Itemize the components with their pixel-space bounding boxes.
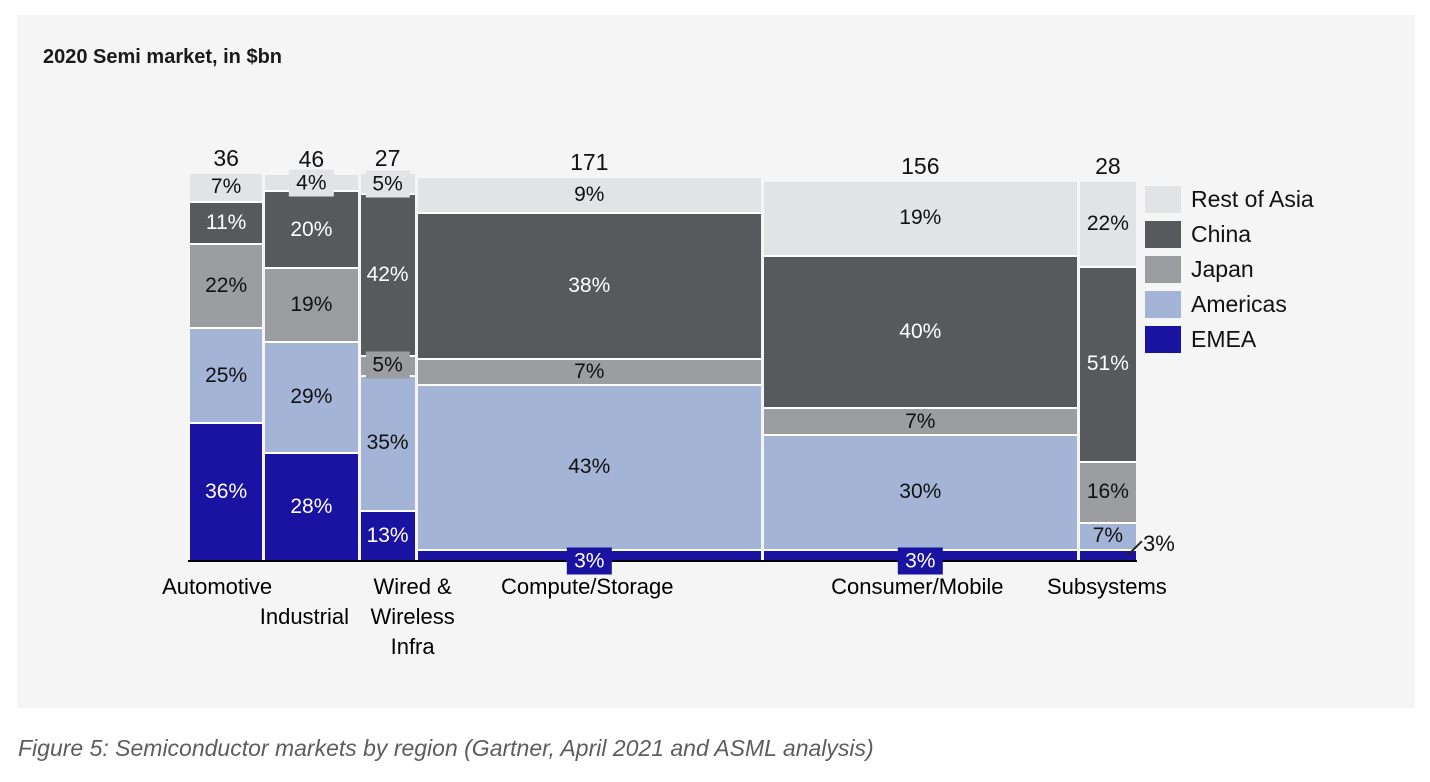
bar-segment: 19% [763, 182, 1077, 255]
legend-swatch [1145, 326, 1181, 353]
bar-segment: 7% [1079, 521, 1136, 549]
segment-percent-label: 22% [205, 273, 248, 297]
bar-column: 22% 51% 16% 7% [1079, 182, 1136, 560]
segment-percent-label: 36% [205, 480, 248, 504]
bar-segment: 7% [763, 407, 1077, 434]
segment-percent-label: 13% [366, 523, 409, 547]
legend-item: Rest of Asia [1145, 186, 1405, 213]
bar-column: 9% 38% 7% 43% 3% [417, 178, 761, 575]
category-label: Subsystems [1046, 574, 1167, 599]
bar-segment: 42% [360, 193, 415, 356]
bar-segment: 16% [1079, 460, 1136, 522]
chart-title: 2020 Semi market, in $bn [43, 46, 283, 68]
legend-item: Americas [1145, 291, 1405, 318]
segment-percent-label: 28% [290, 495, 333, 519]
segment-percent-label: 19% [290, 292, 333, 316]
segment-percent-label: 20% [290, 217, 333, 241]
bar-segment: 28% [265, 452, 358, 560]
x-axis-line [188, 560, 1137, 562]
segment-percent-label: 7% [210, 175, 242, 199]
category-label: Wireless [370, 604, 455, 629]
segment-percent-label: 7% [1092, 524, 1124, 548]
segment-percent-badge: 3% [567, 547, 612, 575]
segment-percent-badge: 3% [898, 547, 943, 575]
bar-segment: 40% [763, 254, 1077, 408]
column-total-label: 27 [374, 145, 401, 171]
bar-segment: 29% [265, 340, 358, 453]
bar-column: 7% 11% 22% 25% 36% [190, 174, 263, 560]
bar-column: 4% 20% 19% 29% 28% [265, 169, 358, 560]
column-total-label: 36 [213, 145, 239, 171]
legend-swatch [1145, 291, 1181, 318]
bar-segment: 20% [265, 190, 358, 268]
segment-percent-label: 16% [1086, 480, 1129, 504]
segment-percent-label: 9% [574, 183, 605, 207]
legend-label: Japan [1191, 256, 1254, 282]
segment-percent-badge: 5% [365, 351, 410, 379]
segment-percent-label: 25% [205, 363, 248, 387]
legend-item: EMEA [1145, 326, 1405, 353]
bar-segment: 30% [763, 433, 1077, 549]
segment-percent-label: 30% [899, 480, 942, 504]
segment-percent-label: 40% [899, 319, 942, 343]
segment-percent-label: 38% [568, 273, 611, 297]
bar-segment: 22% [1079, 182, 1136, 266]
legend-swatch [1145, 256, 1181, 283]
bar-segment: 43% [417, 384, 761, 549]
legend-item: China [1145, 221, 1405, 248]
legend-swatch [1145, 186, 1181, 213]
column-total-label: 28 [1095, 153, 1121, 179]
bar-column: 5% 42% 5% 35% 13% [360, 170, 415, 560]
segment-percent-label: 22% [1086, 212, 1129, 235]
legend-label: China [1191, 221, 1252, 247]
legend-swatch [1145, 221, 1181, 248]
bar-segment: 11% [190, 200, 263, 243]
legend-label: EMEA [1191, 326, 1257, 352]
segment-percent-badge: 5% [365, 170, 410, 198]
segment-percent-label: 11% [205, 210, 247, 234]
mekko-plot: 7% 11% 22% 25% 36% 36 Automotive 4% 20% 19% 29% 28%… [17, 15, 1415, 708]
bar-column: 19% 40% 7% 30% 3% [763, 182, 1077, 575]
category-label: Wired & [373, 574, 452, 599]
segment-percent-label: 42% [366, 263, 409, 287]
column-total-label: 171 [570, 149, 609, 175]
segment-percent-badge: 4% [289, 169, 334, 197]
legend-item: Japan [1145, 256, 1405, 283]
bar-segment: 7% [190, 174, 263, 201]
category-label: Automotive [162, 574, 273, 599]
legend-label: Rest of Asia [1191, 186, 1314, 212]
segment-percent-label: 43% [568, 455, 611, 479]
callout-percent-label: 3% [1143, 531, 1175, 556]
bar-segment: 35% [360, 374, 415, 510]
bar-segment: 51% [1079, 266, 1136, 461]
bar-segment: 19% [265, 267, 358, 341]
legend-label: Americas [1191, 291, 1287, 317]
segment-percent-label: 51% [1086, 352, 1129, 376]
bar-segment: 22% [190, 242, 263, 327]
bar-segment: 9% [417, 178, 761, 213]
bar-segment: 25% [190, 326, 263, 423]
segment-percent-label: 19% [899, 206, 942, 230]
figure-caption: Figure 5: Semiconductor markets by regio… [18, 735, 874, 761]
category-label: Industrial [259, 604, 350, 629]
category-label: Consumer/Mobile [831, 574, 1004, 599]
segment-percent-label: 29% [290, 385, 333, 409]
chart-panel: 2020 Semi market, in $bn 7% 11% 22% 25% 36% 3… [17, 15, 1415, 708]
column-total-label: 46 [298, 146, 325, 172]
bar-segment [1079, 548, 1136, 560]
bar-segment: 36% [190, 422, 263, 560]
segment-percent-label: 7% [905, 409, 936, 433]
bar-segment: 13% [360, 509, 415, 560]
bar-segment: 7% [417, 357, 761, 385]
column-total-label: 156 [901, 153, 940, 179]
bar-segment: 38% [417, 212, 761, 358]
segment-percent-label: 35% [366, 431, 409, 455]
segment-percent-label: 7% [574, 359, 605, 383]
category-label: Compute/Storage [501, 574, 674, 599]
category-label: Infra [390, 634, 435, 659]
